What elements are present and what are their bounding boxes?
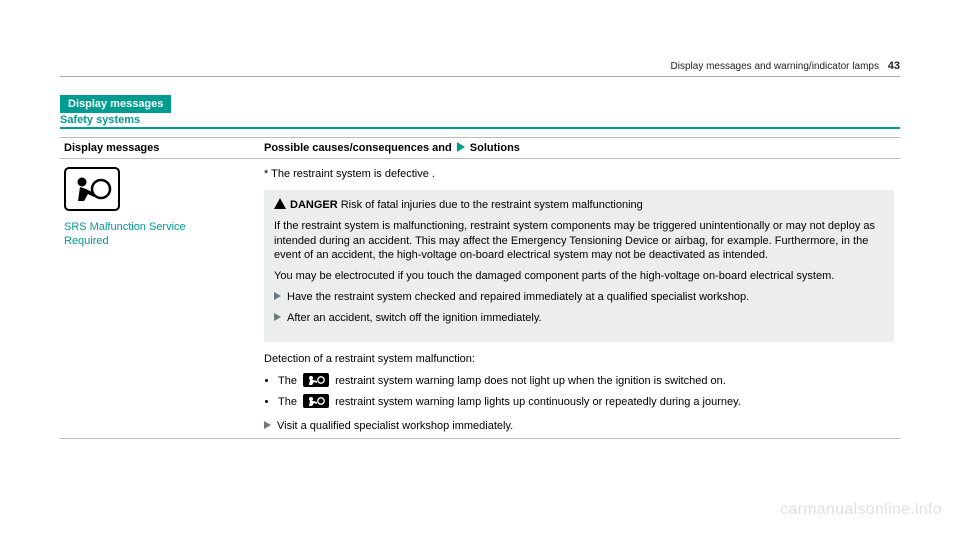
danger-box: DANGER Risk of fatal injuries due to the… [264,190,894,342]
running-header: Display messages and warning/indicator l… [60,60,900,72]
action-arrow-icon [264,421,271,429]
messages-table: Display messages Possible causes/consequ… [60,137,900,439]
star-line: * The restraint system is defective . [264,167,894,182]
running-title: Display messages and warning/indicator l… [671,61,879,72]
col-header-left: Display messages [60,138,260,159]
bullet1-suffix: restraint system warning lamp does not l… [335,375,726,387]
danger-action1-text: Have the restraint system checked and re… [287,291,749,303]
warning-triangle-icon [274,198,286,209]
col-header-right: Possible causes/consequences and Solutio… [260,138,900,159]
header-rule [60,76,900,77]
list-item: The restraint system warning lamp does n… [278,373,894,391]
srs-caption: SRS Malfunction Service Required [64,220,254,249]
danger-action1: Have the restraint system checked and re… [274,290,884,305]
srs-icon-wrap [64,167,254,214]
cell-right: * The restraint system is defective . DA… [260,159,900,439]
bullet2-suffix: restraint system warning lamp lights up … [335,396,741,408]
solutions-arrow-icon [457,142,465,152]
detect-line: Detection of a restraint system malfunct… [264,352,894,367]
col-header-right-prefix: Possible causes/consequences and [264,142,455,154]
list-item: The restraint system warning lamp lights… [278,394,894,412]
detection-bullets: The restraint system warning lamp does n… [264,373,894,412]
cell-left: SRS Malfunction Service Required [60,159,260,439]
final-action-text: Visit a qualified specialist workshop im… [277,420,513,432]
action-arrow-icon [274,292,281,300]
bullet-prefix: The [278,396,300,408]
restraint-warning-lamp-icon [303,394,329,408]
danger-action2-text: After an accident, switch off the igniti… [287,312,542,324]
watermark: carmanualsonline.info [780,501,942,519]
danger-p1: If the restraint system is malfunctionin… [274,219,884,264]
danger-title: Risk of fatal injuries due to the restra… [338,199,643,211]
page-number: 43 [888,60,900,72]
table-row: SRS Malfunction Service Required * The r… [60,159,900,439]
col-header-right-suffix: Solutions [467,142,520,154]
srs-caption-line2: Required [64,235,109,247]
action-arrow-icon [274,313,281,321]
final-action: Visit a qualified specialist workshop im… [264,420,894,432]
sub-heading: Safety systems [60,114,140,126]
section-banner: Display messages [60,95,171,113]
bullet-prefix: The [278,375,300,387]
restraint-warning-lamp-icon [303,373,329,387]
srs-caption-line1: SRS Malfunction Service [64,221,186,233]
srs-airbag-icon [64,167,120,211]
danger-label: DANGER [290,199,338,211]
danger-p2: You may be electrocuted if you touch the… [274,269,884,284]
sub-heading-row: Safety systems [60,114,900,129]
danger-head: DANGER Risk of fatal injuries due to the… [274,198,884,213]
danger-action2: After an accident, switch off the igniti… [274,311,884,326]
